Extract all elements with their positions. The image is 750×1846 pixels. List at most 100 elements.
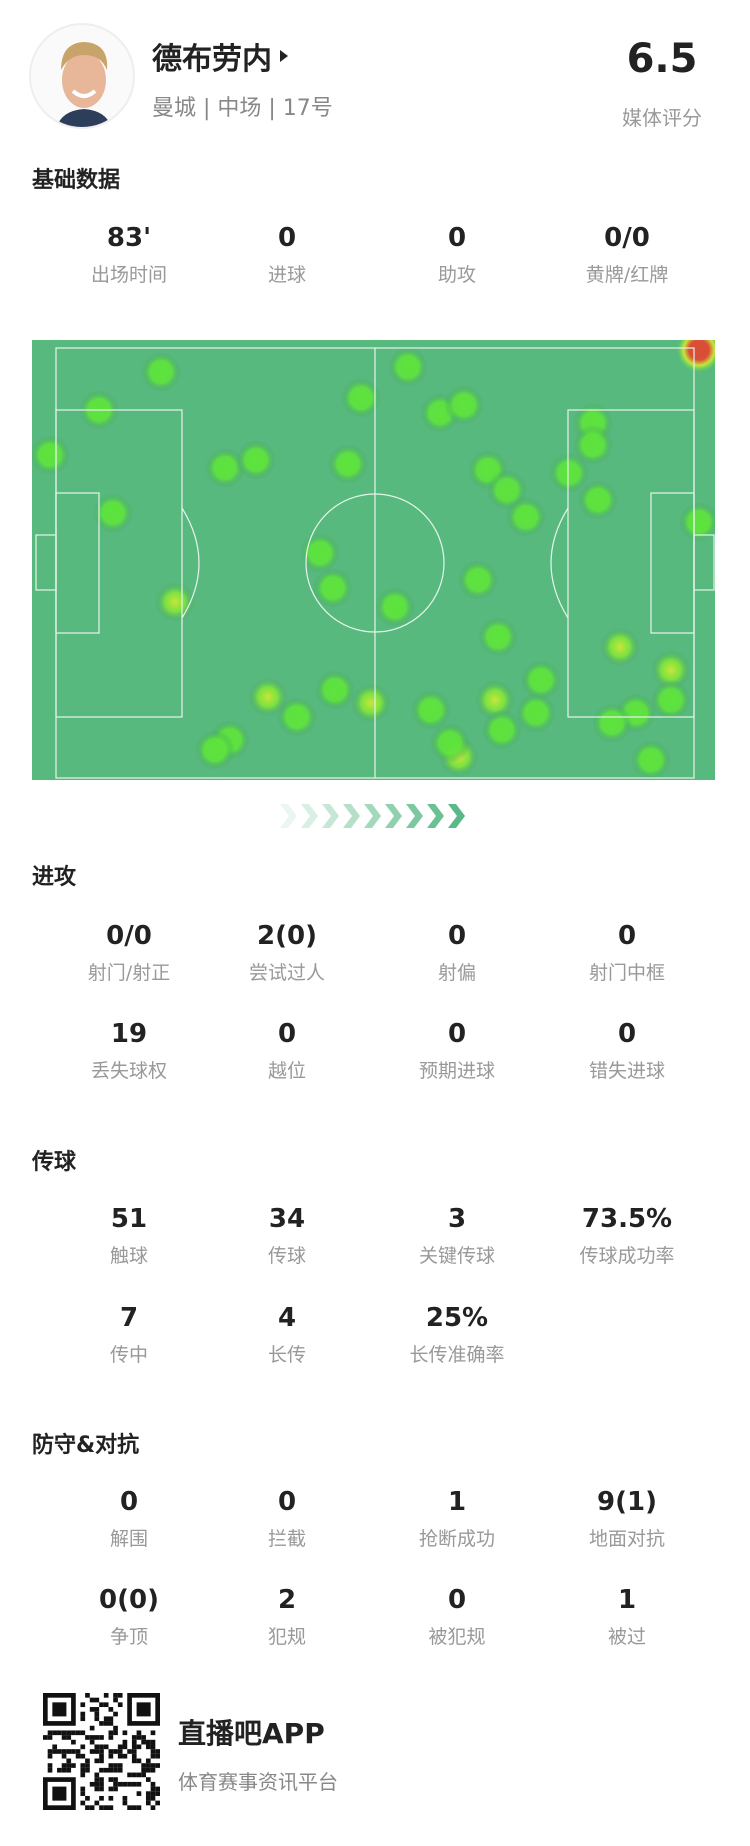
stat-label: 被犯规 (428, 1626, 486, 1648)
heatmap-blob (631, 740, 671, 780)
stat-label: 解围 (109, 1528, 148, 1550)
section-title-passing: 传球 (32, 1150, 77, 1175)
heatmap-blob (600, 627, 640, 667)
heatmap-blob (236, 440, 276, 480)
stat-value: 2 (277, 1585, 297, 1615)
app-slogan: 体育赛事资讯平台 (178, 1770, 338, 1794)
heatmap-blob (141, 352, 181, 392)
stat-value: 0(0) (99, 1585, 159, 1615)
chevron-right-icon (322, 804, 339, 828)
player-name-link[interactable]: 德布劳内 (152, 34, 288, 78)
heatmap-blob (277, 697, 317, 737)
stat-value: 0 (617, 921, 637, 951)
stat-item: 34 传球 (202, 1203, 372, 1268)
heatmap-blob (300, 533, 340, 573)
heatmap-blob (516, 693, 556, 733)
stat-label: 射门中框 (588, 962, 665, 984)
stat-value: 83' (106, 223, 152, 253)
heatmap-blob (549, 453, 589, 493)
heatmap-blob (341, 378, 381, 418)
stat-value: 7 (119, 1303, 139, 1333)
stat-item: 0/0 黄牌/红牌 (542, 222, 712, 287)
stat-label: 犯规 (267, 1626, 306, 1648)
stat-value: 1 (447, 1487, 467, 1517)
player-team-position: 曼城 | 中场 | 17号 (152, 96, 333, 121)
chevron-right-icon (301, 804, 318, 828)
stat-value: 34 (268, 1204, 306, 1234)
stat-label: 出场时间 (90, 264, 167, 286)
caret-right-icon (280, 50, 288, 62)
heatmap-blob (248, 677, 288, 717)
stat-label: 长传 (267, 1344, 306, 1366)
stat-item: 51 触球 (44, 1203, 214, 1268)
chevron-right-icon (427, 804, 444, 828)
stat-label: 丢失球权 (90, 1060, 167, 1082)
stat-item: 0 射偏 (372, 920, 542, 985)
stat-value: 0 (447, 1585, 467, 1615)
stat-item: 9(1) 地面对抗 (542, 1486, 712, 1551)
stat-item: 0 进球 (202, 222, 372, 287)
heatmap-pitch (32, 340, 715, 780)
chevron-right-icon (343, 804, 360, 828)
stat-item: 2 犯规 (202, 1584, 372, 1649)
heatmap-blob (93, 493, 133, 533)
heatmap-blob (313, 568, 353, 608)
heatmap-blob (32, 435, 70, 475)
rating-value: 6.5 (626, 36, 698, 82)
stat-item: 73.5% 传球成功率 (542, 1203, 712, 1268)
stat-value: 0 (617, 1019, 637, 1049)
stat-item: 19 丢失球权 (44, 1018, 214, 1083)
stat-label: 关键传球 (418, 1245, 495, 1267)
stat-label: 射门/射正 (87, 962, 171, 984)
stat-value: 1 (617, 1585, 637, 1615)
heatmap-blob (478, 617, 518, 657)
stat-item: 1 被过 (542, 1584, 712, 1649)
section-title-basic: 基础数据 (32, 168, 121, 193)
stat-value: 25% (425, 1303, 489, 1333)
heatmap-blob (521, 660, 561, 700)
heatmap-blob (351, 683, 391, 723)
heatmap-blob (315, 670, 355, 710)
heatmap-blob (458, 560, 498, 600)
stat-value: 4 (277, 1303, 297, 1333)
stat-label: 长传准确率 (409, 1344, 505, 1366)
stat-value: 3 (447, 1204, 467, 1234)
stat-label: 预期进球 (418, 1060, 495, 1082)
chevron-right-icon (406, 804, 423, 828)
stat-item: 7 传中 (44, 1302, 214, 1367)
stat-item: 0(0) 争顶 (44, 1584, 214, 1649)
stat-item: 1 抢断成功 (372, 1486, 542, 1551)
player-photo-icon (56, 42, 112, 127)
heatmap-blob (155, 582, 195, 622)
stat-label: 越位 (267, 1060, 306, 1082)
chevron-right-icon (385, 804, 402, 828)
stat-value: 0/0 (106, 921, 152, 951)
chevron-right-icon (364, 804, 381, 828)
qr-code-icon[interactable] (43, 1693, 160, 1810)
player-avatar[interactable] (29, 23, 135, 129)
stat-label: 拦截 (267, 1528, 306, 1550)
rating-label: 媒体评分 (622, 106, 702, 130)
stat-value: 0 (277, 1487, 297, 1517)
stat-item: 0 被犯规 (372, 1584, 542, 1649)
stat-label: 传球 (267, 1245, 306, 1267)
stat-label: 助攻 (437, 264, 476, 286)
heatmap-blob (573, 425, 613, 465)
attack-direction-arrows (278, 803, 467, 829)
heatmap-blob (578, 480, 618, 520)
stat-label: 被过 (607, 1626, 646, 1648)
pitch-lines (35, 347, 715, 779)
stat-item: 0 射门中框 (542, 920, 712, 985)
stat-label: 射偏 (437, 962, 476, 984)
heatmap-blob (375, 587, 415, 627)
chevron-right-icon (280, 804, 297, 828)
stat-value: 0 (277, 1019, 297, 1049)
stat-item: 0 助攻 (372, 222, 542, 287)
player-name: 德布劳内 (152, 42, 272, 77)
stat-item: 0 错失进球 (542, 1018, 712, 1083)
heatmap-blob (444, 385, 484, 425)
stat-item: 0/0 射门/射正 (44, 920, 214, 985)
stat-label: 错失进球 (588, 1060, 665, 1082)
heatmap-blob (411, 690, 451, 730)
stat-item: 0 预期进球 (372, 1018, 542, 1083)
